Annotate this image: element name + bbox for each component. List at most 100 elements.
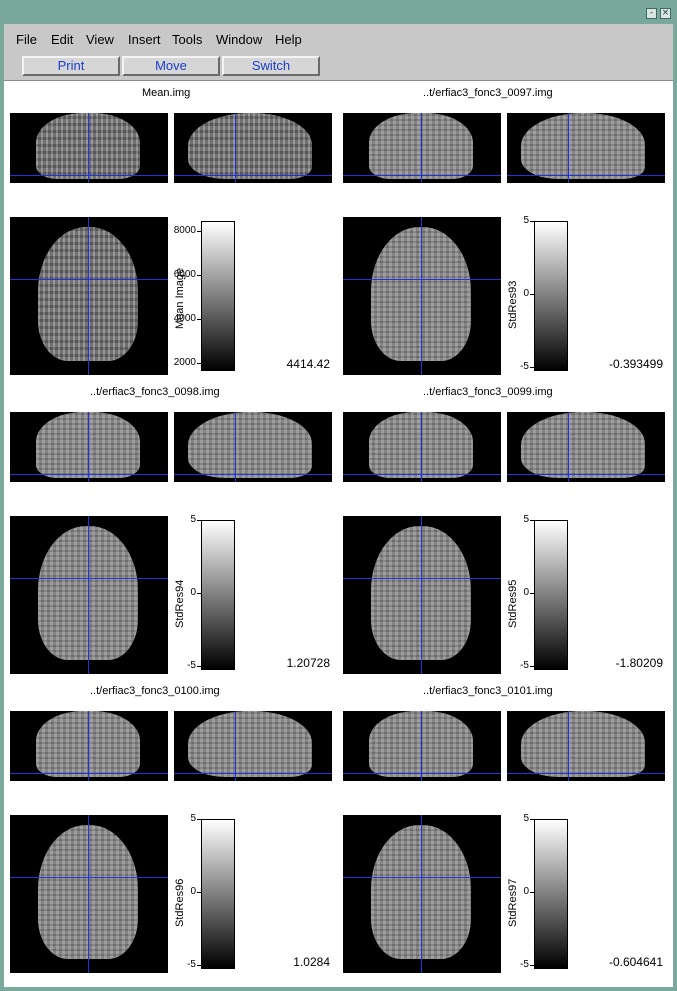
colorbar-tick-mark xyxy=(197,666,201,667)
crosshair-vertical xyxy=(568,711,569,781)
crosshair-horizontal xyxy=(343,279,501,280)
colorbar xyxy=(534,819,568,969)
menu-tools[interactable]: Tools xyxy=(172,32,203,47)
image-filename: ..t/erfiac3_fonc3_0100.img xyxy=(90,685,220,697)
minimize-icon[interactable]: - xyxy=(646,8,657,19)
crosshair-horizontal xyxy=(10,877,168,878)
brain-slice xyxy=(188,113,312,179)
colorbar-tick-mark xyxy=(197,965,201,966)
colorbar-tick-mark xyxy=(530,666,534,667)
axial-view[interactable] xyxy=(343,516,501,674)
colorbar-label: StdRes93 xyxy=(507,280,519,329)
crosshair-vertical xyxy=(88,516,89,674)
colorbar-tick: -5 xyxy=(520,660,529,671)
colorbar-tick: 5 xyxy=(523,813,529,824)
colorbar-tick: -5 xyxy=(187,959,196,970)
coronal-view[interactable] xyxy=(343,113,501,183)
colorbar-tick: 0 xyxy=(190,886,196,897)
move-button[interactable]: Move xyxy=(122,56,220,76)
menu-insert[interactable]: Insert xyxy=(128,32,161,47)
axial-view[interactable] xyxy=(10,815,168,973)
colorbar-tick-mark xyxy=(530,367,534,368)
menu-view[interactable]: View xyxy=(86,32,114,47)
crosshair-horizontal xyxy=(174,773,332,774)
colorbar xyxy=(201,819,235,969)
brain-slice xyxy=(521,113,645,179)
colorbar-tick-mark xyxy=(197,892,201,893)
brain-slice xyxy=(521,412,645,478)
crosshair-horizontal xyxy=(343,175,501,176)
switch-button[interactable]: Switch xyxy=(222,56,320,76)
crosshair-horizontal xyxy=(507,175,665,176)
colorbar-tick-mark xyxy=(197,520,201,521)
title-bar[interactable]: - × xyxy=(4,4,673,24)
sagittal-view[interactable] xyxy=(174,412,332,482)
colorbar xyxy=(534,520,568,670)
brain-slice xyxy=(188,711,312,777)
colorbar-tick-mark xyxy=(530,294,534,295)
colorbar-tick-mark xyxy=(530,892,534,893)
colorbar-tick: 8000 xyxy=(173,225,196,236)
colorbar-tick: -5 xyxy=(520,361,529,372)
crosshair-horizontal xyxy=(10,474,168,475)
colorbar-tick: 0 xyxy=(190,587,196,598)
close-icon[interactable]: × xyxy=(660,8,671,19)
axial-view[interactable] xyxy=(343,815,501,973)
figure-canvas: Mean.img 8000 6000 4000 2000 Mean Image 4414.4… xyxy=(4,81,673,987)
sagittal-view[interactable] xyxy=(507,113,665,183)
axial-view[interactable] xyxy=(343,217,501,375)
coronal-view[interactable] xyxy=(343,711,501,781)
crosshair-horizontal xyxy=(174,175,332,176)
colorbar xyxy=(534,221,568,371)
coronal-view[interactable] xyxy=(10,412,168,482)
sagittal-view[interactable] xyxy=(174,711,332,781)
brain-slice xyxy=(521,711,645,777)
brain-slice xyxy=(188,412,312,478)
colorbar-tick-mark xyxy=(530,593,534,594)
crosshair-horizontal xyxy=(10,175,168,176)
crosshair-horizontal xyxy=(343,877,501,878)
intensity-value: -0.393499 xyxy=(608,357,663,371)
crosshair-horizontal xyxy=(343,773,501,774)
colorbar xyxy=(201,221,235,371)
crosshair-horizontal xyxy=(10,578,168,579)
print-button[interactable]: Print xyxy=(22,56,120,76)
menu-window[interactable]: Window xyxy=(216,32,263,47)
image-filename: ..t/erfiac3_fonc3_0098.img xyxy=(90,386,220,398)
crosshair-vertical xyxy=(421,815,422,973)
colorbar-tick-mark xyxy=(530,221,534,222)
intensity-value: -0.604641 xyxy=(608,955,663,969)
menu-bar: File Edit View Insert Tools Window Help xyxy=(4,24,673,52)
crosshair-vertical xyxy=(88,412,89,482)
sagittal-view[interactable] xyxy=(174,113,332,183)
colorbar-tick: 0 xyxy=(523,886,529,897)
crosshair-vertical xyxy=(88,711,89,781)
colorbar-label: StdRes94 xyxy=(174,579,186,628)
crosshair-vertical xyxy=(88,113,89,183)
colorbar-tick: 6000 xyxy=(173,269,196,280)
colorbar-tick: 0 xyxy=(523,288,529,299)
coronal-view[interactable] xyxy=(10,113,168,183)
menu-file[interactable]: File xyxy=(16,32,37,47)
axial-view[interactable] xyxy=(10,516,168,674)
menu-edit[interactable]: Edit xyxy=(51,32,74,47)
coronal-view[interactable] xyxy=(10,711,168,781)
crosshair-horizontal xyxy=(174,474,332,475)
crosshair-vertical xyxy=(421,516,422,674)
image-filename: ..t/erfiac3_fonc3_0101.img xyxy=(423,685,553,697)
colorbar-tick-mark xyxy=(197,231,201,232)
menu-help[interactable]: Help xyxy=(275,32,302,47)
crosshair-vertical xyxy=(235,711,236,781)
crosshair-vertical xyxy=(235,113,236,183)
crosshair-vertical xyxy=(421,113,422,183)
coronal-view[interactable] xyxy=(343,412,501,482)
sagittal-view[interactable] xyxy=(507,412,665,482)
intensity-value: -1.80209 xyxy=(615,656,663,670)
colorbar-tick-mark xyxy=(197,363,201,364)
sagittal-view[interactable] xyxy=(507,711,665,781)
axial-view[interactable] xyxy=(10,217,168,375)
colorbar-tick: 2000 xyxy=(173,357,196,368)
image-filename: ..t/erfiac3_fonc3_0099.img xyxy=(423,386,553,398)
colorbar-tick-mark xyxy=(197,319,201,320)
